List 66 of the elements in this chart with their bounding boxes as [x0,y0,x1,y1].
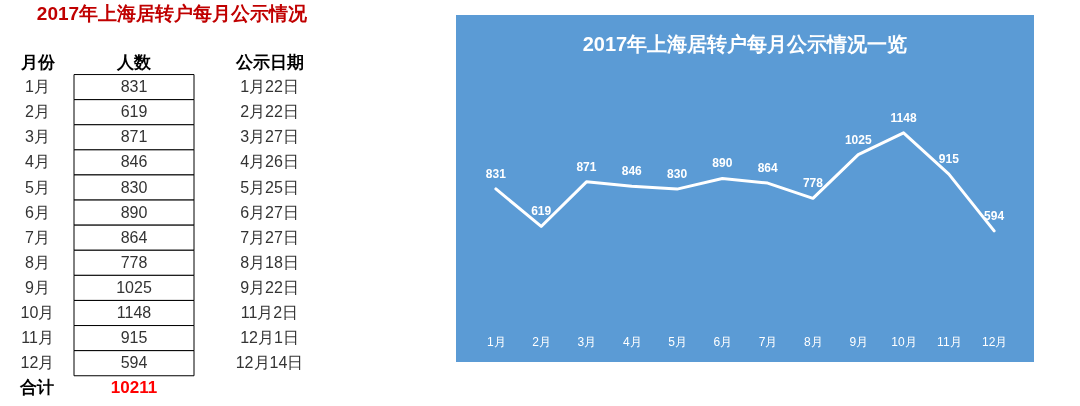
data-label: 871 [576,159,597,174]
data-label: 619 [120,103,148,121]
x-tick-label: 人数 [116,52,152,72]
y-tick-label: 4月 [25,153,50,171]
x-tick-label: 8月 [804,334,823,349]
data-label: 594 [120,354,148,372]
data-label: 1025 [844,132,872,147]
data-label: 915 [938,152,960,167]
data-label: 864 [120,228,148,246]
data-label: 915 [120,329,148,347]
chart-title: 2017年上海居转户每月公示情况一览 [582,33,908,55]
x-tick-label: 6月 [713,334,733,349]
y2-tick-label: 3月27日 [240,128,299,146]
y-tick-label: 2月 [25,103,50,121]
y2-tick-label: 12月14日 [235,354,304,372]
y-tick-label: 8月 [25,253,50,271]
data-label: 1148 [890,110,917,125]
data-label: 778 [802,176,824,191]
data-label: 846 [120,153,148,171]
x-tick-label: 9月 [849,334,869,349]
y-axis-title: 月份 [19,52,56,72]
y2-axis-title: 公示日期 [234,52,304,72]
x-tick-label: 11月 [937,334,962,349]
data-label: 830 [667,167,688,182]
data-label: 778 [120,253,148,271]
x-tick-label: 1月 [487,334,506,349]
y-tick-label: 12月 [20,354,55,372]
chart-title: 2017年上海居转户每月公示情况 [36,3,309,24]
y2-tick-label: 12月1日 [240,329,299,347]
data-label: 890 [712,156,733,171]
data-label: 830 [120,178,148,196]
x-tick-label: 5月 [668,334,687,349]
x-tick-label: 10月 [891,334,917,349]
x-tick-label: 7月 [758,334,778,349]
data-label: 594 [984,208,1005,223]
y2-tick-label: 6月27日 [240,203,299,221]
text: 合计 [19,378,54,398]
data-label: 890 [120,203,148,221]
x-tick-label: 4月 [622,334,642,349]
x-tick-label: 3月 [577,334,597,349]
data-label: 846 [621,164,643,179]
data-label: 831 [485,166,507,181]
data-label: 871 [120,128,148,146]
y-tick-label: 3月 [25,128,50,146]
data-label: 619 [531,204,552,219]
y-tick-label: 7月 [25,228,50,246]
data-label: 864 [757,161,778,176]
y2-tick-label: 5月25日 [240,178,299,196]
data-label: 831 [120,78,148,96]
data-label: 1025 [116,278,152,296]
y2-tick-label: 8月18日 [240,253,299,271]
y2-tick-label: 4月26日 [240,153,299,171]
y-tick-label: 9月 [25,278,50,296]
y-tick-label: 10月 [20,304,55,321]
y2-tick-label: 2月22日 [240,103,299,121]
y-tick-label: 5月 [25,178,50,196]
y2-tick-label: 7月27日 [240,228,299,246]
x-tick-label: 2月 [532,334,551,349]
y2-tick-label: 9月22日 [240,278,299,296]
data-label: 1148 [116,304,152,321]
text: 10211 [110,378,158,398]
y-tick-label: 6月 [25,203,50,221]
y2-tick-label: 1月22日 [240,78,299,96]
x-tick-label: 12月 [981,334,1008,349]
y-tick-label: 1月 [25,78,50,96]
y2-tick-label: 11月2日 [240,304,299,321]
